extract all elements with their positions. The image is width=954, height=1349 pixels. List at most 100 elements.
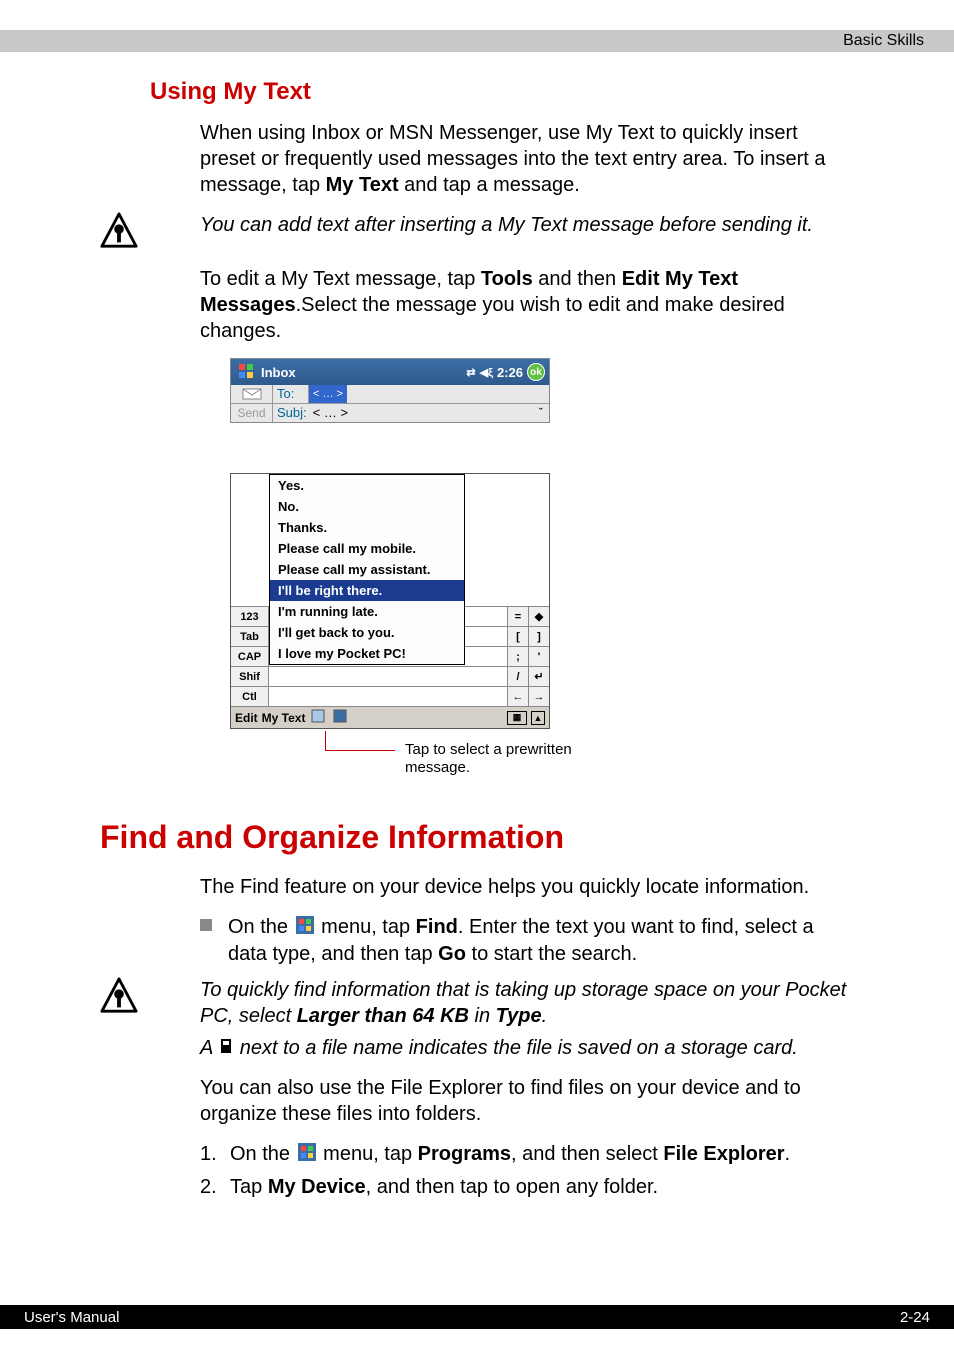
footer-left: User's Manual: [24, 1309, 119, 1326]
text: to start the search.: [466, 943, 637, 965]
up-arrow-icon[interactable]: ▲: [531, 711, 545, 725]
storage-card-icon: [220, 1035, 232, 1061]
kbd-key[interactable]: ]: [528, 627, 549, 646]
text-bold: Tools: [481, 268, 533, 290]
kbd-key[interactable]: Ctl: [231, 687, 269, 706]
inbox-titlebar: Inbox ⇄ ◀ξ 2:26 ok: [231, 359, 549, 385]
text: and then: [533, 268, 622, 290]
text: To edit a My Text message, tap: [200, 268, 481, 290]
mytext-item[interactable]: I'm running late.: [270, 601, 464, 622]
text: .: [785, 1143, 791, 1165]
kbd-key[interactable]: /: [508, 667, 528, 686]
text: On the: [228, 916, 294, 938]
inbox-toolbar: Edit My Text ▦ ▲: [231, 706, 549, 728]
mytext-item[interactable]: Please call my assistant.: [270, 559, 464, 580]
section-name: Basic Skills: [843, 32, 924, 49]
kbd-key[interactable]: ;: [508, 647, 528, 666]
inbox-subj-row: Send Subj: < … > ˇ: [231, 404, 549, 422]
kbd-key[interactable]: =: [508, 607, 528, 626]
subj-field[interactable]: < … >: [311, 404, 350, 422]
mytext-item[interactable]: Please call my mobile.: [270, 538, 464, 559]
inbox-to-row: To: < … >: [231, 385, 549, 404]
caution-1-text: You can add text after inserting a My Te…: [200, 212, 854, 238]
caution-1: You can add text after inserting a My Te…: [100, 212, 854, 256]
start-menu-icon: [298, 1142, 316, 1168]
text: On the: [230, 1143, 296, 1165]
kbd-key[interactable]: ↵: [528, 667, 549, 686]
mytext-item[interactable]: Thanks.: [270, 517, 464, 538]
list-number: 2.: [200, 1174, 230, 1200]
to-field[interactable]: < … >: [309, 385, 347, 403]
kbd-key[interactable]: Tab: [231, 627, 269, 646]
text-bold: My Text: [326, 174, 399, 196]
heading-find-organize: Find and Organize Information: [100, 819, 854, 856]
mytext-window: Yes. No. Thanks. Please call my mobile. …: [230, 473, 550, 729]
callout-text: Tap to select a prewritten message.: [405, 741, 635, 777]
text: in: [469, 1005, 496, 1027]
text: , and then tap to open any folder.: [366, 1176, 658, 1198]
list-text: On the menu, tap Programs, and then sele…: [230, 1141, 790, 1168]
kbd-key[interactable]: ←: [508, 687, 528, 706]
find-bullet-list: On the menu, tap Find. Enter the text yo…: [200, 914, 854, 967]
start-icon[interactable]: [237, 362, 255, 383]
caution-icon: [100, 977, 155, 1021]
text-bold: My Device: [268, 1176, 366, 1198]
kbd-key[interactable]: →: [528, 687, 549, 706]
find-intro: The Find feature on your device helps yo…: [200, 874, 854, 900]
caution-icon: [100, 212, 155, 256]
caution-2-text: To quickly find information that is taki…: [200, 977, 854, 1062]
kbd-key[interactable]: ◆: [528, 607, 549, 626]
file-explorer-steps: 1. On the menu, tap Programs, and then s…: [200, 1141, 854, 1200]
speaker-icon[interactable]: ◀ξ: [480, 366, 493, 379]
toolbar-icon[interactable]: [311, 709, 325, 726]
kbd-key[interactable]: CAP: [231, 647, 269, 666]
text: , and then select: [511, 1143, 663, 1165]
text: A: [200, 1037, 218, 1059]
kbd-key[interactable]: ': [528, 647, 549, 666]
kbd-key[interactable]: [: [508, 627, 528, 646]
list-number: 1.: [200, 1141, 230, 1168]
text-bold: Go: [438, 943, 466, 965]
text: .: [542, 1005, 548, 1027]
connectivity-icon[interactable]: ⇄: [466, 366, 475, 379]
kbd-key[interactable]: Shif: [231, 667, 269, 686]
keyboard-toggle-icon[interactable]: ▦: [507, 711, 527, 725]
ok-button[interactable]: ok: [527, 363, 545, 381]
caution-2: To quickly find information that is taki…: [100, 977, 854, 1062]
paragraph-2: To edit a My Text message, tap Tools and…: [200, 266, 854, 344]
mytext-item[interactable]: No.: [270, 496, 464, 517]
mytext-item[interactable]: I love my Pocket PC!: [270, 643, 464, 664]
mail-icon[interactable]: [231, 385, 273, 403]
kbd-key[interactable]: 123: [231, 607, 269, 626]
mytext-item[interactable]: I'll get back to you.: [270, 622, 464, 643]
square-bullet-icon: [200, 914, 228, 967]
text-bold: Programs: [418, 1143, 511, 1165]
heading-using-my-text: Using My Text: [150, 78, 854, 106]
file-explorer-intro: You can also use the File Explorer to fi…: [200, 1075, 854, 1127]
expand-chevron-icon[interactable]: ˇ: [539, 404, 549, 422]
text-bold: Larger than 64 KB: [297, 1005, 469, 1027]
toolbar-icon[interactable]: [333, 709, 347, 726]
mytext-item[interactable]: Yes.: [270, 475, 464, 496]
to-label: To:: [273, 385, 309, 403]
text: menu, tap: [316, 916, 416, 938]
list-item: 1. On the menu, tap Programs, and then s…: [200, 1141, 854, 1168]
subj-label: Subj:: [273, 404, 311, 422]
page-content: Using My Text When using Inbox or MSN Me…: [0, 78, 954, 1206]
text-bold: Type: [496, 1005, 542, 1027]
toolbar-edit[interactable]: Edit: [235, 711, 258, 725]
page-footer: User's Manual 2-24: [0, 1305, 954, 1329]
toolbar-mytext[interactable]: My Text: [262, 711, 306, 725]
list-text: On the menu, tap Find. Enter the text yo…: [228, 914, 854, 967]
inbox-title: Inbox: [261, 365, 296, 380]
text: menu, tap: [318, 1143, 418, 1165]
send-button[interactable]: Send: [231, 404, 273, 422]
paragraph-1: When using Inbox or MSN Messenger, use M…: [200, 120, 854, 198]
text-bold: Find: [416, 916, 458, 938]
list-item: On the menu, tap Find. Enter the text yo…: [200, 914, 854, 967]
mytext-item-selected[interactable]: I'll be right there.: [270, 580, 464, 601]
screenshot-mytext-menu: Yes. No. Thanks. Please call my mobile. …: [230, 473, 575, 729]
callout-line: [325, 731, 395, 751]
text: next to a file name indicates the file i…: [234, 1037, 798, 1059]
screenshot-inbox-header: Inbox ⇄ ◀ξ 2:26 ok To: < … > Send Subj: …: [230, 358, 550, 423]
